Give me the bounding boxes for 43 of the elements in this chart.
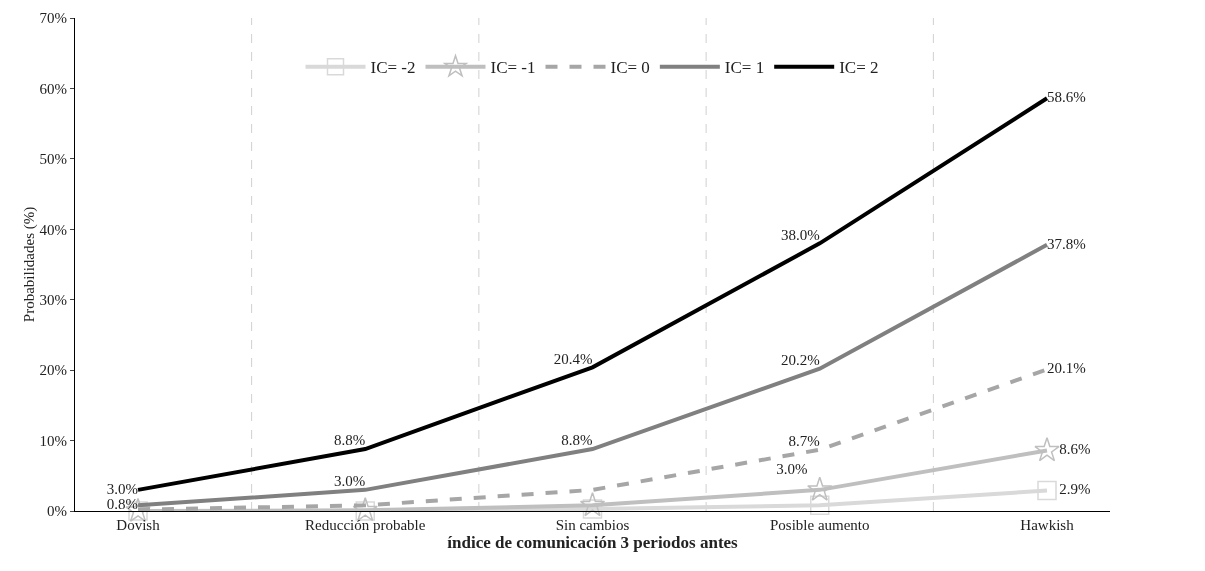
point — [807, 476, 833, 501]
y-tick-label: 20% — [39, 362, 67, 379]
x-tick-label: Dovish — [116, 517, 161, 533]
point — [579, 492, 606, 517]
y-tick-label: 70% — [39, 10, 67, 27]
data-label: 2.9% — [1059, 481, 1091, 498]
data-label: 8.8% — [334, 432, 366, 449]
data-label: 3.0% — [334, 473, 366, 490]
y-tick-label: 10% — [39, 432, 67, 449]
data-label: 20.4% — [553, 350, 593, 367]
x-tick-label: Sin cambios — [555, 517, 630, 533]
y-tick-label: 0% — [47, 503, 67, 520]
point — [810, 495, 830, 516]
data-label: 8.6% — [1059, 441, 1091, 458]
data-label: 8.8% — [561, 432, 593, 449]
data-label: 20.1% — [1047, 360, 1086, 377]
y-tick-label: 40% — [39, 221, 67, 238]
x-tick-label: Hawkish — [1020, 517, 1075, 533]
y-tick-label: 30% — [39, 291, 67, 308]
data-label: 38.0% — [781, 226, 820, 243]
data-label: 0.8% — [106, 496, 138, 513]
point — [1037, 480, 1057, 501]
line-series — [136, 96, 1049, 492]
y-tick-label: 50% — [39, 151, 67, 168]
point — [582, 499, 603, 519]
x-tick-label: Posible aumento — [769, 517, 870, 533]
x-axis-title: índice de comunicación 3 periodos antes — [447, 533, 739, 553]
x-tick-label: Reducción probable — [305, 517, 426, 533]
point — [352, 496, 378, 522]
y-axis-title: Probabilidades (%) — [20, 206, 38, 323]
y-tick-label: 60% — [39, 80, 67, 97]
legend-label: IC= -1 — [490, 58, 536, 78]
data-label: 20.2% — [781, 351, 820, 368]
data-label: 58.6% — [1047, 89, 1086, 106]
legend-label: IC= -2 — [370, 58, 416, 78]
data-label: 8.7% — [788, 432, 820, 449]
legend-label: IC= 2 — [839, 58, 879, 78]
data-label: 3.0% — [106, 480, 138, 497]
data-label: 37.8% — [1047, 235, 1086, 252]
legend-label: IC= 1 — [724, 58, 765, 78]
legend-label: IC= 0 — [610, 58, 650, 78]
point — [1034, 437, 1060, 462]
data-label: 3.0% — [776, 460, 808, 477]
